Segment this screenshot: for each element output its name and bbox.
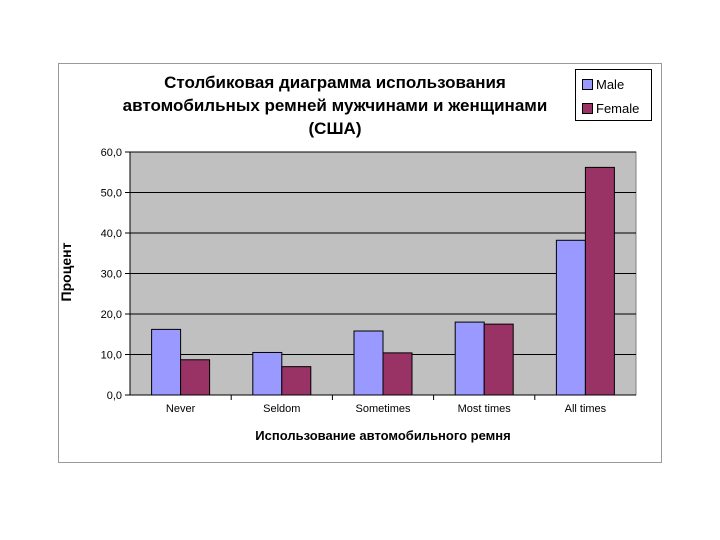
x-tick-label: Never: [166, 403, 196, 415]
y-tick-label: 40,0: [101, 228, 122, 240]
bar-male-most-times: [454, 321, 485, 396]
bar-female-sometimes: [382, 352, 413, 396]
x-tick-label: All times: [565, 403, 607, 415]
chart-title-line-3: (США): [308, 119, 362, 138]
bar-male-never: [151, 328, 182, 396]
y-axis-label: Процент: [58, 242, 74, 302]
y-tick-label: 0,0: [107, 390, 122, 402]
bar-male-sometimes: [353, 330, 384, 396]
bar-male-seldom: [252, 351, 283, 396]
legend-item-male: Male: [582, 76, 624, 92]
legend: Male Female: [575, 69, 652, 121]
bar-female-all-times: [584, 166, 615, 396]
legend-label-female: Female: [596, 100, 640, 116]
x-axis-label: Использование автомобильного ремня: [255, 428, 511, 443]
legend-swatch-female: [582, 102, 593, 114]
legend-swatch-male: [582, 78, 593, 90]
bar-female-never: [180, 359, 211, 396]
y-tick-label: 20,0: [101, 309, 122, 321]
chart-title-line-2: автомобильных ремней мужчинами и женщина…: [122, 96, 548, 115]
y-tick-label: 30,0: [101, 269, 122, 281]
y-tick-label: 50,0: [101, 188, 122, 200]
x-tick-label: Most times: [458, 403, 512, 415]
bar-female-seldom: [281, 366, 312, 396]
bar-female-most-times: [483, 323, 514, 396]
y-tick-label: 60,0: [101, 147, 122, 159]
x-tick-label: Seldom: [263, 403, 300, 415]
chart-title-line-1: Столбиковая диаграмма использования: [164, 73, 506, 92]
y-tick-label: 10,0: [101, 350, 122, 362]
legend-label-male: Male: [596, 76, 625, 92]
legend-item-female: Female: [582, 100, 639, 116]
bar-male-all-times: [555, 239, 586, 396]
x-tick-label: Sometimes: [355, 403, 411, 415]
